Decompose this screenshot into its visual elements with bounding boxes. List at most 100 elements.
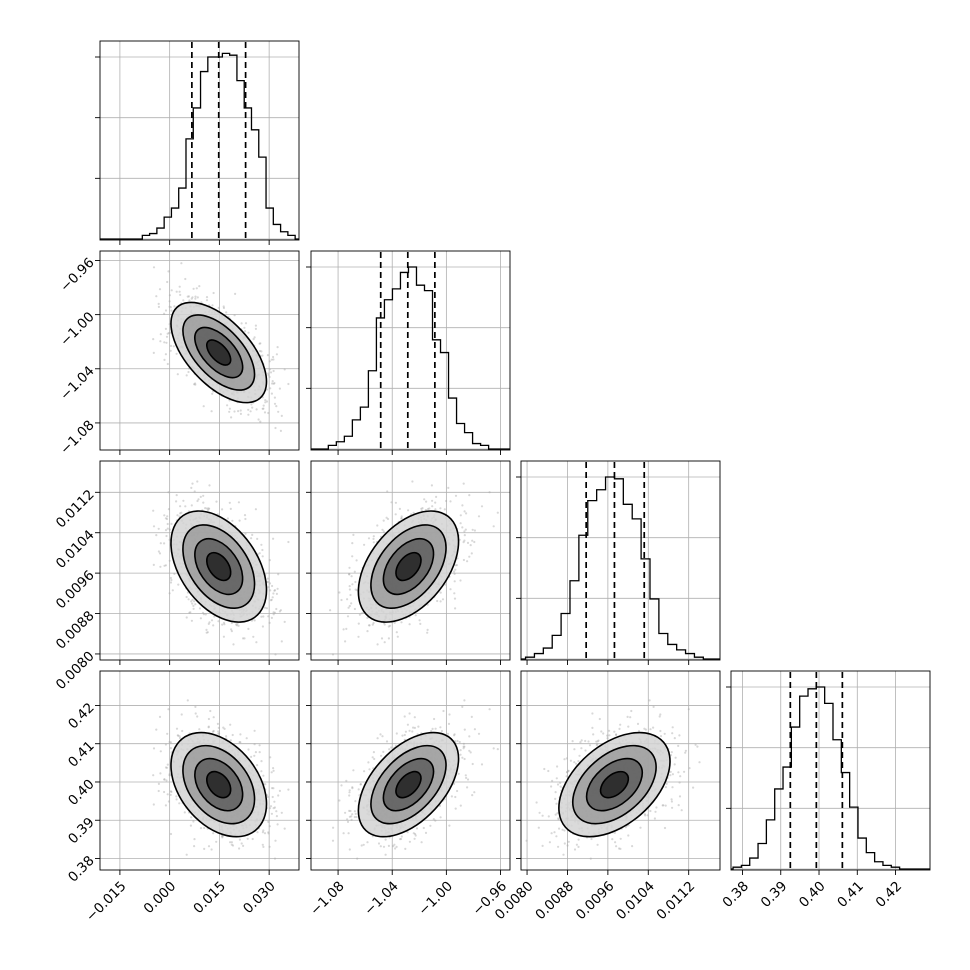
- sample-point: [277, 410, 280, 413]
- sample-point: [165, 341, 168, 344]
- sample-point: [267, 374, 270, 377]
- sample-point: [465, 512, 468, 515]
- sample-point: [192, 820, 195, 823]
- sample-point: [159, 565, 162, 568]
- sample-point: [166, 763, 169, 766]
- sample-point: [261, 407, 264, 410]
- sample-point: [222, 305, 225, 308]
- sample-point: [283, 620, 286, 624]
- sample-point: [275, 592, 278, 596]
- sample-point: [187, 598, 190, 601]
- sample-point: [342, 628, 345, 631]
- sample-point: [204, 507, 207, 510]
- sample-point: [212, 716, 215, 719]
- sample-point: [269, 371, 273, 374]
- sample-point: [266, 577, 269, 580]
- sample-point: [262, 845, 265, 849]
- sample-point: [431, 505, 434, 508]
- sample-point: [167, 800, 170, 803]
- sample-point: [264, 401, 267, 404]
- sample-point: [459, 522, 462, 525]
- sample-point: [190, 486, 193, 489]
- sample-point: [247, 331, 250, 334]
- sample-point: [152, 747, 156, 750]
- sample-point: [205, 507, 209, 510]
- sample-point: [188, 299, 191, 302]
- sample-point: [210, 619, 214, 622]
- sample-point: [367, 537, 371, 540]
- sample-point: [237, 410, 240, 413]
- sample-point: [272, 537, 275, 540]
- sample-point: [233, 410, 236, 413]
- sample-point: [449, 500, 452, 503]
- sample-point: [383, 623, 386, 626]
- sample-point: [277, 573, 280, 576]
- sample-point: [267, 615, 270, 618]
- sample-point: [271, 380, 274, 383]
- sample-point: [418, 619, 421, 622]
- sample-point: [217, 620, 220, 623]
- sample-point: [243, 514, 247, 517]
- sample-point: [168, 305, 171, 308]
- sample-point: [382, 519, 385, 522]
- sample-point: [348, 573, 351, 576]
- sample-point: [287, 788, 290, 791]
- sample-point: [253, 336, 256, 339]
- sample-point: [273, 589, 277, 592]
- sample-point: [237, 501, 240, 504]
- sample-point: [272, 355, 275, 359]
- sample-point: [222, 726, 225, 729]
- sample-point: [163, 514, 166, 517]
- sample-point: [352, 533, 355, 537]
- sample-point: [202, 613, 205, 616]
- sample-point: [164, 353, 167, 356]
- sample-point: [261, 548, 264, 552]
- sample-point: [258, 744, 261, 747]
- sample-point: [228, 407, 231, 410]
- sample-point: [225, 311, 228, 314]
- sample-point: [166, 527, 169, 530]
- sample-point: [164, 564, 167, 567]
- sample-point: [449, 588, 452, 591]
- sample-point: [190, 297, 193, 300]
- sample-point: [222, 306, 225, 310]
- density-contour: [194, 326, 244, 379]
- sample-point: [346, 615, 350, 618]
- sample-point: [257, 418, 260, 421]
- sample-point: [426, 631, 429, 634]
- sample-point: [354, 580, 357, 584]
- sample-point: [259, 342, 262, 345]
- sample-point: [152, 338, 155, 341]
- sample-point: [165, 517, 169, 521]
- sample-point: [454, 494, 458, 497]
- sample-point: [207, 622, 210, 626]
- sample-point: [270, 812, 273, 815]
- sample-point: [192, 604, 195, 608]
- histogram-step-line: [100, 52, 299, 240]
- sample-point: [468, 494, 471, 497]
- sample-point: [247, 627, 250, 631]
- sample-point: [353, 570, 356, 573]
- sample-point: [193, 600, 196, 603]
- sample-point: [243, 637, 246, 640]
- sample-point: [376, 643, 379, 646]
- sample-point: [194, 603, 197, 606]
- sample-point: [338, 591, 341, 594]
- sample-point: [229, 723, 232, 726]
- sample-point: [270, 392, 273, 395]
- sample-point: [185, 853, 188, 856]
- sample-point: [258, 552, 261, 555]
- sample-point: [431, 499, 434, 502]
- sample-point: [239, 733, 242, 736]
- sample-point: [386, 517, 390, 521]
- sample-point: [261, 354, 264, 357]
- sample-point: [274, 426, 277, 430]
- sample-point: [262, 774, 265, 777]
- sample-point: [274, 839, 277, 842]
- sample-point: [414, 614, 417, 617]
- sample-point: [179, 505, 182, 508]
- sample-point: [253, 754, 256, 757]
- sample-point: [408, 623, 411, 626]
- sample-point: [159, 750, 162, 753]
- sample-point: [199, 495, 202, 498]
